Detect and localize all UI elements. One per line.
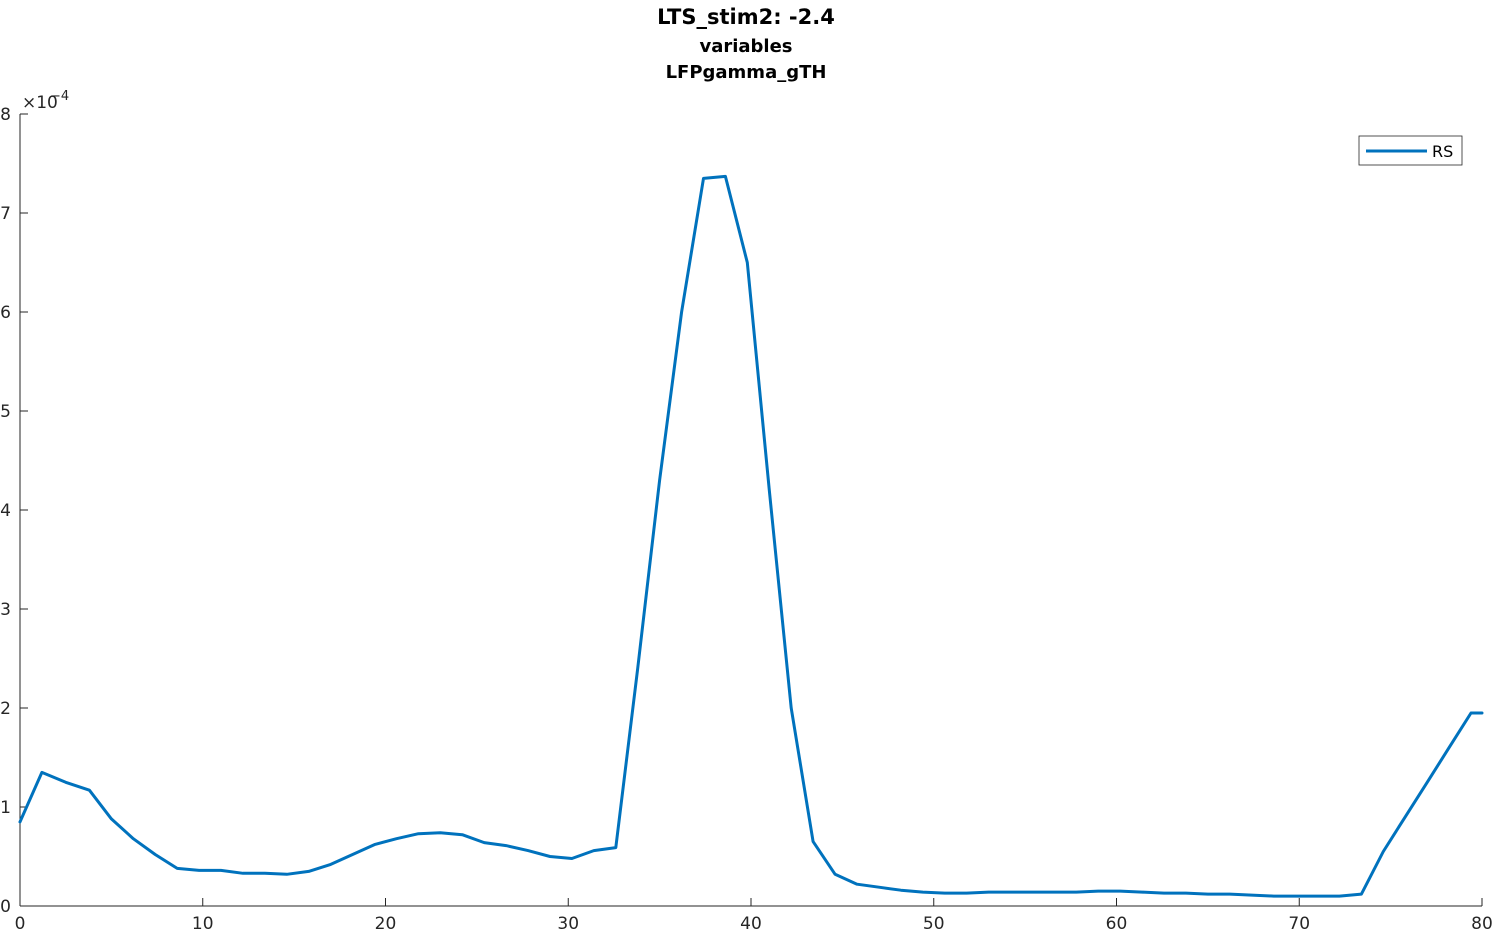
x-tick-label: 10: [192, 914, 214, 934]
x-tick-label: 70: [1288, 914, 1310, 934]
y-tick-label: 5: [0, 402, 11, 422]
series-line-rs: [18, 174, 1484, 898]
y-exponent-base: ×10: [22, 93, 58, 113]
y-exponent-label: ×10 −4: [22, 89, 69, 113]
plot-area: [20, 114, 1482, 906]
x-tick-label: 80: [1471, 914, 1493, 934]
legend-label-rs: RS: [1432, 142, 1453, 161]
x-tick-label: 60: [1106, 914, 1128, 934]
series-layer: [18, 174, 1484, 898]
y-tick-label: 3: [0, 600, 11, 620]
x-tick-label: 30: [557, 914, 579, 934]
y-tick-label: 4: [0, 501, 11, 521]
y-tick-label: 6: [0, 303, 11, 323]
y-tick-label: 8: [0, 105, 11, 125]
y-tick-label: 0: [0, 897, 11, 917]
y-exponent-power: −4: [50, 89, 69, 104]
x-tick-label: 50: [923, 914, 945, 934]
chart-title: LTS_stim2: -2.4: [657, 5, 835, 29]
chart-subtitle-1: variables: [699, 36, 792, 57]
x-tick-label: 0: [15, 914, 26, 934]
x-ticks: 0 10 20 30 40 50 60 70 80: [15, 898, 1493, 934]
y-tick-label: 1: [0, 798, 11, 818]
y-ticks: 0 1 2 3 4 5 6 7 8: [0, 105, 28, 917]
x-tick-label: 20: [375, 914, 397, 934]
chart-subtitle-2: LFPgamma_gTH: [666, 62, 827, 83]
x-tick-label: 40: [740, 914, 762, 934]
y-tick-label: 2: [0, 699, 11, 719]
legend: RS: [1358, 135, 1463, 166]
y-tick-label: 7: [0, 204, 11, 224]
